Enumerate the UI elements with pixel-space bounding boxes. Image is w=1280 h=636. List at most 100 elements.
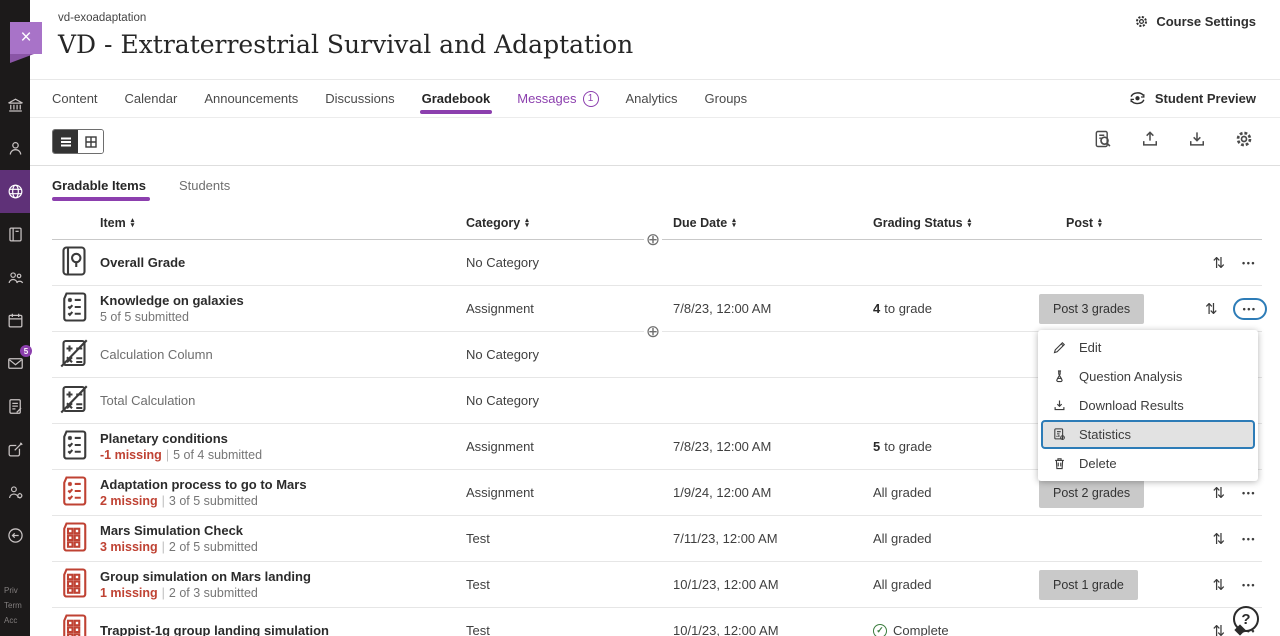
menu-item-delete[interactable]: Delete [1038, 449, 1258, 478]
assignment-icon [56, 288, 92, 329]
grades-icon[interactable] [0, 385, 30, 428]
test-icon [56, 610, 92, 636]
messages-badge: 1 [582, 90, 599, 107]
terms-link[interactable]: Term [4, 601, 22, 610]
menu-item-download-results[interactable]: Download Results [1038, 391, 1258, 420]
privacy-link[interactable]: Priv [4, 586, 18, 595]
item-title[interactable]: Knowledge on galaxies [100, 293, 244, 308]
add-item-button[interactable]: ⊕ [644, 230, 662, 249]
journal-icon[interactable] [0, 213, 30, 256]
course-header: vd-exoadaptation VD - Extraterrestrial S… [30, 0, 1280, 80]
nav-tab-announcements[interactable]: Announcements [204, 91, 299, 106]
header-item[interactable]: Item ▴ ▾ [100, 216, 135, 230]
messages-icon[interactable]: 5 [0, 342, 32, 385]
nav-tab-discussions[interactable]: Discussions [325, 91, 395, 106]
sort-icon: ▴ ▾ [525, 217, 529, 229]
sort-icon: ▴ ▾ [967, 217, 972, 229]
organizations-icon[interactable] [0, 256, 30, 299]
table-row: Overall Grade No Category ⇅ ••• [52, 240, 1262, 286]
institution-icon[interactable] [0, 84, 30, 127]
calculation-icon [56, 334, 92, 375]
add-item-button[interactable]: ⊕ [644, 322, 662, 341]
profile-icon[interactable] [0, 127, 30, 170]
overall-grade-icon [56, 242, 92, 283]
menu-item-question-analysis[interactable]: Question Analysis [1038, 362, 1258, 391]
grid-view-button[interactable] [78, 130, 103, 153]
nav-tab-messages[interactable]: Messages 1 [517, 80, 599, 117]
table-row: Mars Simulation Check 3 missing | 2 of 5 s… [52, 516, 1262, 562]
student-preview-button[interactable]: Student Preview [1128, 91, 1256, 107]
nav-tab-groups[interactable]: Groups [704, 91, 748, 106]
table-row: Group simulation on Mars landing 1 missi… [52, 562, 1262, 608]
grid-view-icon [84, 135, 97, 148]
row-menu-button[interactable]: ••• [1242, 257, 1256, 268]
sort-icon: ▴ ▾ [130, 217, 135, 229]
reorder-icon[interactable]: ⇅ [1212, 576, 1226, 594]
student-preview-icon [1130, 91, 1145, 104]
menu-item-edit[interactable]: Edit [1038, 333, 1258, 362]
sidebar-footer-links: Priv Term Acc [4, 583, 22, 628]
nav-tab-calendar[interactable]: Calendar [124, 91, 178, 106]
compose-icon[interactable] [0, 428, 30, 471]
course-settings-button[interactable]: Course Settings [1134, 14, 1256, 29]
row-menu-button[interactable]: ••• [1242, 487, 1256, 498]
reorder-icon[interactable]: ⇅ [1212, 484, 1226, 502]
row-menu-button[interactable]: ••• [1242, 579, 1256, 590]
item-title[interactable]: Mars Simulation Check [100, 523, 244, 538]
item-category: No Category [466, 255, 539, 270]
download-icon[interactable] [1187, 129, 1207, 154]
item-title[interactable]: Adaptation process to go to Mars [100, 477, 307, 492]
course-settings-label: Course Settings [1156, 14, 1256, 29]
view-toggle [52, 129, 104, 154]
item-title[interactable]: Group simulation on Mars landing [100, 569, 311, 584]
item-title[interactable]: Total Calculation [100, 393, 196, 408]
table-row: Adaptation process to go to Mars 2 missi… [52, 470, 1262, 516]
reorder-icon[interactable]: ⇅ [1212, 530, 1226, 548]
header-category[interactable]: Category ▴ ▾ [466, 216, 529, 230]
header-due-date[interactable]: Due Date ▴ ▾ [673, 216, 736, 230]
post-grades-button[interactable]: Post 3 grades [1039, 293, 1145, 324]
list-view-button[interactable] [53, 130, 78, 153]
nav-tab-gradebook[interactable]: Gradebook [419, 80, 492, 117]
row-menu-button-focused[interactable]: ••• [1232, 297, 1267, 320]
table-row: Planetary conditions -1 missing | 5 of 4 s… [52, 424, 1262, 470]
row-menu-button[interactable]: ••• [1242, 533, 1256, 544]
gradebook-settings-gear-icon[interactable] [1234, 129, 1254, 154]
help-button[interactable]: ? [1233, 606, 1259, 632]
messages-label: Messages [517, 91, 577, 106]
main-content: vd-exoadaptation VD - Extraterrestrial S… [30, 0, 1280, 636]
post-grades-button[interactable]: Post 2 grades [1039, 477, 1145, 508]
menu-item-statistics[interactable]: Statistics [1041, 420, 1255, 449]
calendar-icon[interactable] [0, 299, 30, 342]
complete-check-icon: ✓ [873, 623, 887, 636]
post-grades-button[interactable]: Post 1 grade [1039, 569, 1138, 600]
nav-tab-analytics[interactable]: Analytics [625, 91, 678, 106]
courses-globe-icon[interactable] [0, 170, 30, 213]
tab-students[interactable]: Students [178, 178, 231, 193]
student-preview-label: Student Preview [1154, 91, 1256, 106]
calculation-icon [56, 380, 92, 421]
tab-gradable-items[interactable]: Gradable Items [52, 178, 150, 207]
close-course-button[interactable]: × [10, 22, 42, 63]
reorder-icon[interactable]: ⇅ [1212, 622, 1226, 636]
gradebook-toolbar [30, 118, 1280, 166]
item-title[interactable]: Planetary conditions [100, 431, 228, 446]
test-icon [56, 564, 92, 605]
header-post[interactable]: Post ▴ ▾ [1066, 216, 1102, 230]
sign-out-icon[interactable] [0, 514, 30, 557]
course-nav: Content Calendar Announcements Discussio… [30, 80, 1280, 118]
reorder-icon[interactable]: ⇅ [1212, 254, 1226, 272]
gradable-items-table: Item ▴ ▾ Category ▴ ▾ Due Date ▴ ▾ Grading Sta… [52, 207, 1267, 636]
search-gradebook-icon[interactable] [1093, 129, 1113, 154]
header-grading-status[interactable]: Grading Status ▴ ▾ [873, 216, 972, 230]
item-title[interactable]: Overall Grade [100, 255, 186, 270]
item-title[interactable]: Trappist-1g group landing simulation [100, 623, 329, 636]
tools-icon[interactable] [0, 471, 30, 514]
upload-icon[interactable] [1140, 129, 1160, 154]
item-title[interactable]: Calculation Column [100, 347, 213, 362]
accessibility-link[interactable]: Acc [4, 616, 18, 625]
nav-tab-content[interactable]: Content [52, 91, 98, 106]
reorder-icon[interactable]: ⇅ [1205, 300, 1218, 318]
download-icon [1054, 400, 1065, 411]
